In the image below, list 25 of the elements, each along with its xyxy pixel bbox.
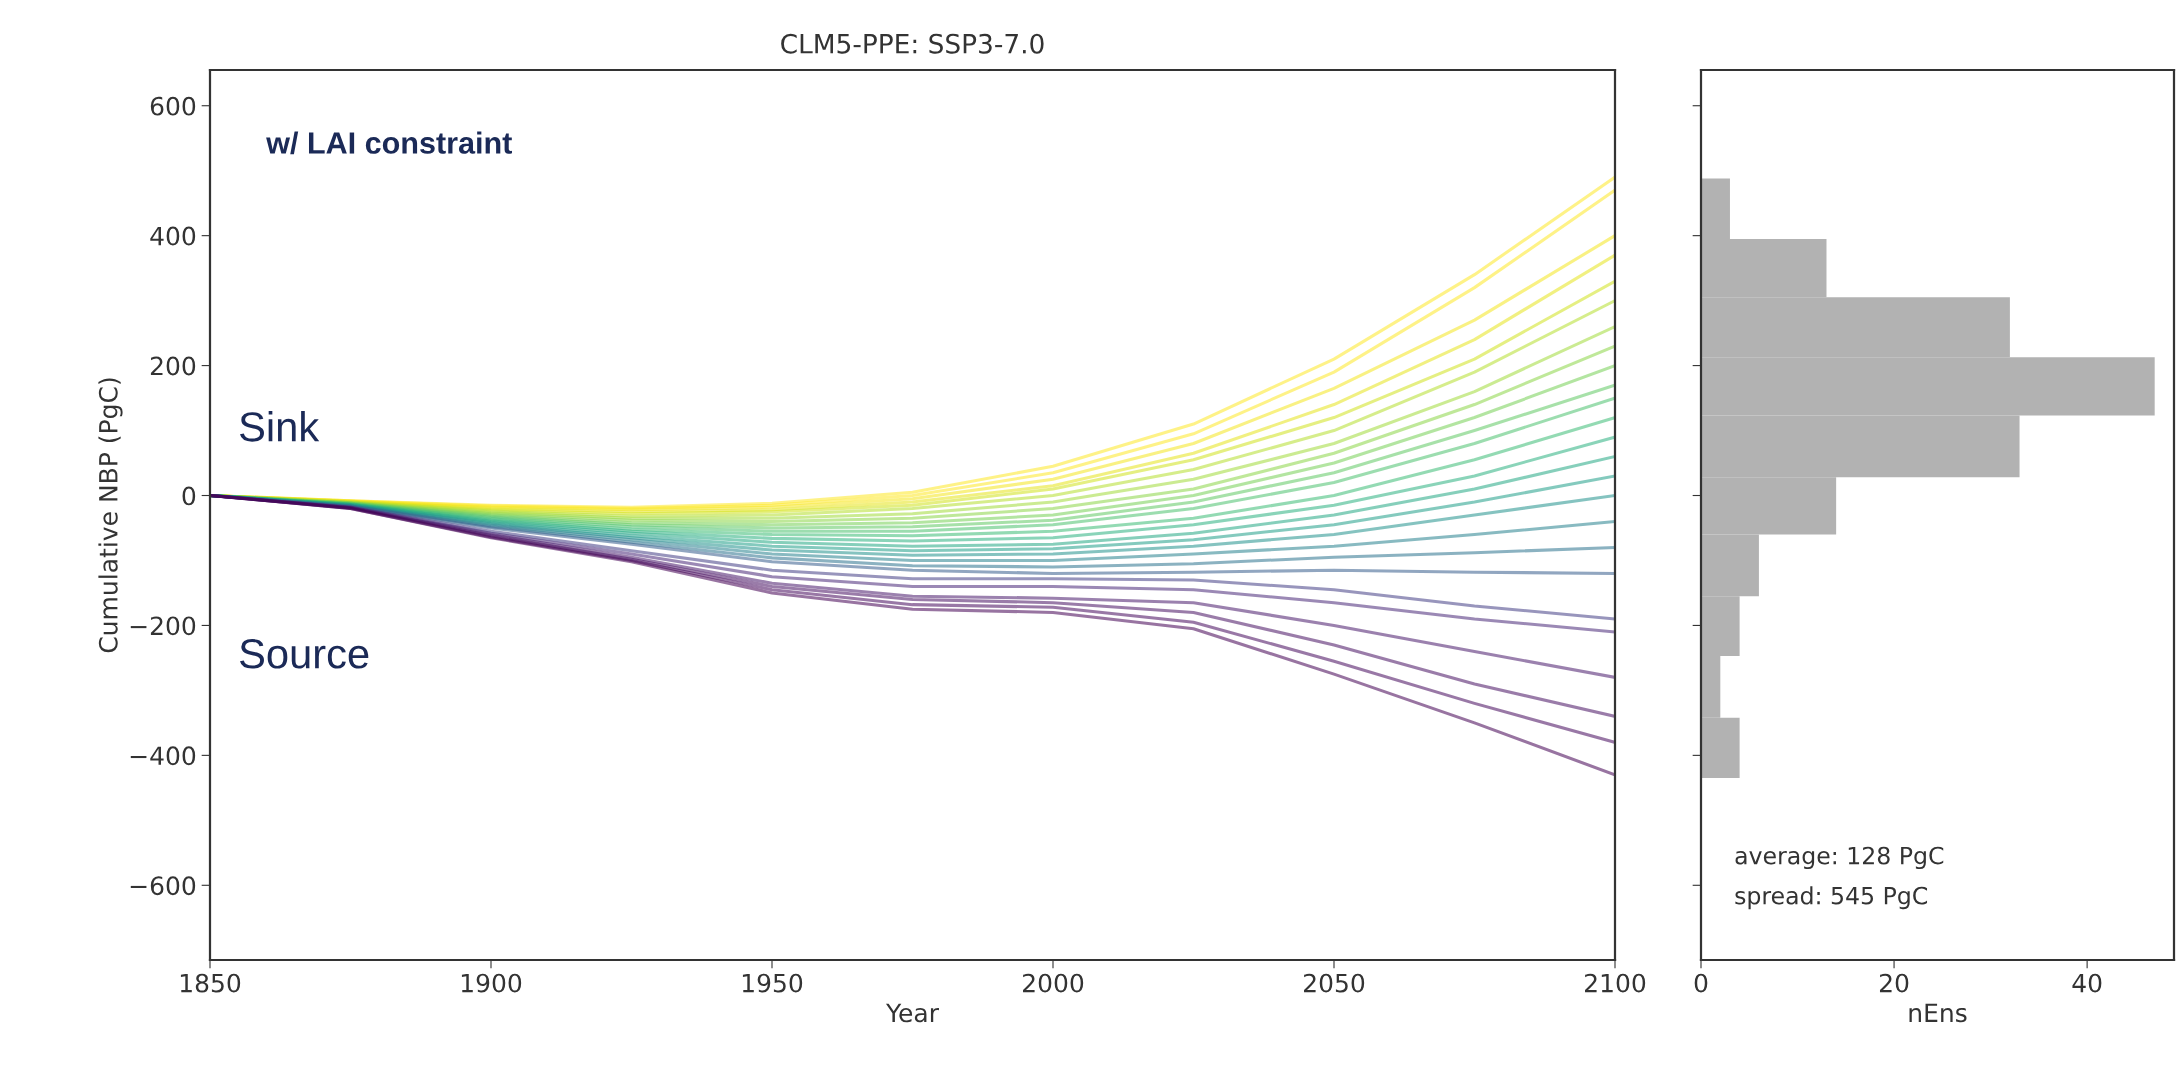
x-tick-label: 2000 <box>1023 973 1084 993</box>
y-tick-label: −400 <box>130 746 196 766</box>
x-tick-label: 1900 <box>461 973 522 993</box>
annotation: Source <box>239 639 369 669</box>
annotation: w/ LAI constraint <box>266 131 512 155</box>
y-tick-label: 200 <box>150 356 196 376</box>
chart-title: CLM5-PPE: SSP3-7.0 <box>781 33 1044 54</box>
x-tick-label: 2100 <box>1585 973 1646 993</box>
annotation: spread: 545 PgC <box>1735 886 1928 910</box>
y-tick-label: −600 <box>130 876 196 896</box>
x-tick-label: 0 <box>1694 973 1708 993</box>
x-axis-title: nEns <box>1909 1003 1967 1023</box>
y-tick-label: 0 <box>182 486 196 506</box>
x-tick-label: 1950 <box>742 973 803 993</box>
annotation: average: 128 PgC <box>1735 846 1944 870</box>
y-tick-label: 600 <box>150 96 196 116</box>
x-tick-label: 2050 <box>1304 973 1365 993</box>
y-tick-label: 400 <box>150 226 196 246</box>
x-tick-label: 20 <box>1879 973 1909 993</box>
x-tick-label: 40 <box>2072 973 2102 993</box>
x-tick-label: 1850 <box>180 973 241 993</box>
x-axis-title: Year <box>885 1003 939 1023</box>
annotation: Sink <box>239 411 320 442</box>
y-tick-label: −200 <box>130 616 196 636</box>
y-axis-title: Cumulative NBP (PgC) <box>98 378 123 653</box>
